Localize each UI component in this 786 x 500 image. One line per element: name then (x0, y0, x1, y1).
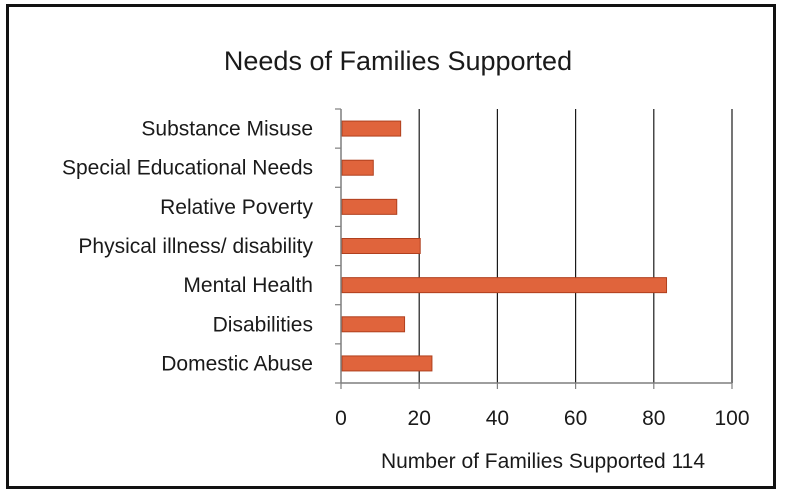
x-tick-label: 40 (486, 407, 509, 430)
chart-title: Needs of Families Supported (224, 46, 572, 76)
axes (335, 108, 733, 389)
x-tick-label: 100 (714, 407, 749, 430)
category-label: Mental Health (183, 274, 313, 297)
category-label: Substance Misuse (141, 118, 313, 141)
x-tick-label: 20 (408, 407, 431, 430)
category-label: Special Educational Needs (62, 157, 313, 180)
bar (341, 355, 433, 372)
x-tick-label: 60 (564, 407, 587, 430)
x-tick-label: 80 (642, 407, 665, 430)
bar (341, 159, 374, 176)
category-label: Disabilities (213, 313, 313, 336)
gridlines (418, 109, 733, 383)
category-labels: Substance Misuse Special Educational Need… (62, 118, 313, 376)
bars (341, 120, 668, 372)
x-tick-label: 0 (335, 407, 347, 430)
bar-chart: Needs of Families Supported Substance Mi… (62, 46, 750, 473)
bar (341, 238, 421, 254)
category-label: Domestic Abuse (161, 352, 313, 375)
category-label: Physical illness/ disability (78, 235, 313, 258)
category-label: Relative Poverty (160, 196, 313, 219)
x-axis-title: Number of Families Supported 114 (381, 450, 705, 473)
bar (341, 120, 402, 137)
tick-labels: 0 20 40 60 80 100 (335, 407, 749, 430)
bar (341, 277, 668, 294)
bar (341, 316, 406, 333)
chart-frame: Needs of Families Supported Substance Mi… (6, 4, 776, 489)
bar (341, 198, 398, 215)
